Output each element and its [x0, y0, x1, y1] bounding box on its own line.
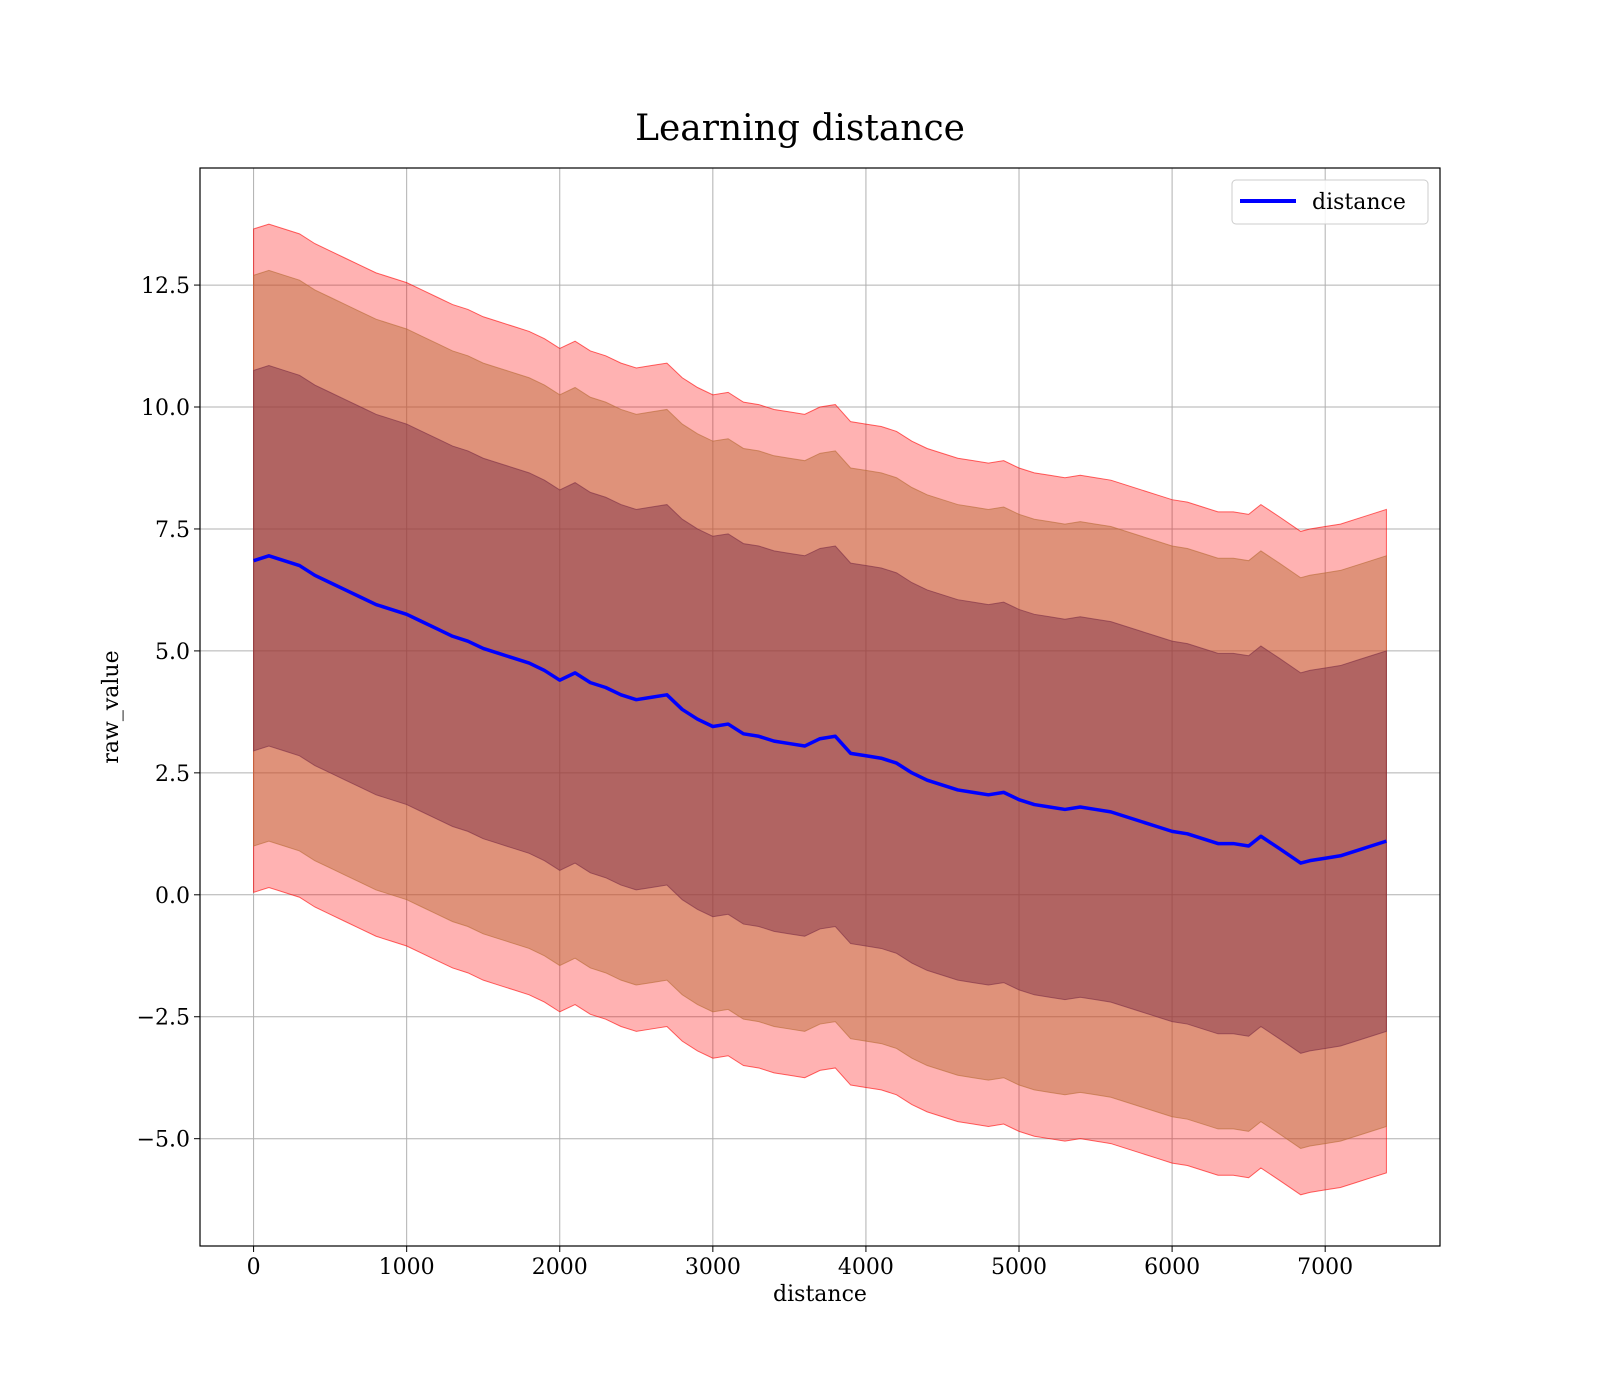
y-tick-label: 10.0: [141, 396, 190, 421]
x-tick-label: 1000: [379, 1255, 435, 1280]
series-line-distance: [253, 554, 1387, 865]
band-2std: [253, 269, 1387, 1149]
y-tick-label: 5.0: [155, 640, 190, 665]
x-tick-label: 6000: [1144, 1255, 1200, 1280]
y-axis-label: raw_value: [99, 650, 124, 763]
x-tick-label: 7000: [1297, 1255, 1353, 1280]
grid: [200, 168, 1440, 1246]
x-tick-label: 2000: [532, 1255, 588, 1280]
plot-frame: [199, 167, 1441, 1247]
legend: distance: [1231, 179, 1429, 225]
y-tick-label: −2.5: [137, 1006, 190, 1031]
series-layer: [253, 554, 1387, 865]
legend-label: distance: [1312, 190, 1406, 215]
x-tick-label: 5000: [991, 1255, 1047, 1280]
chart-title: Learning distance: [635, 108, 965, 149]
x-tick-label: 4000: [838, 1255, 894, 1280]
legend-box: [1231, 179, 1429, 225]
y-tick-label: 2.5: [155, 762, 190, 787]
bands-layer: [253, 223, 1387, 1196]
y-tick-label: 0.0: [155, 884, 190, 909]
x-tick-label: 3000: [685, 1255, 741, 1280]
y-tick-label: 12.5: [141, 274, 190, 299]
x-tick-label: 0: [247, 1255, 261, 1280]
band-1std: [253, 365, 1387, 1054]
x-axis-ticks: 0 1000 2000 3000 4000 5000 6000 7000: [247, 1246, 1353, 1280]
x-axis-label: distance: [773, 1282, 867, 1307]
y-tick-label: 7.5: [155, 518, 190, 543]
y-tick-label: −5.0: [137, 1128, 190, 1153]
y-axis-ticks: −5.0 −2.5 0.0 2.5 5.0 7.5 10.0 12.5: [137, 274, 200, 1153]
